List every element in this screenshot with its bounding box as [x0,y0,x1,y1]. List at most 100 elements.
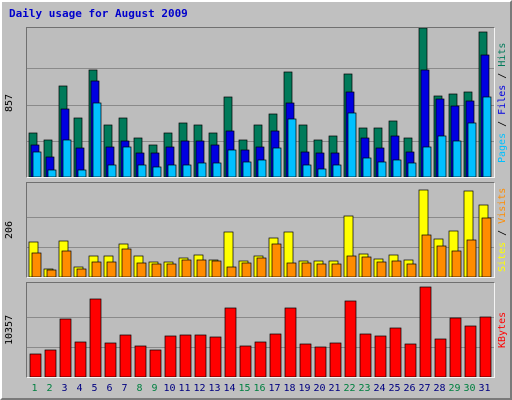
kbytes-bar [134,345,147,377]
pages-bar [242,161,252,177]
visits-bar [106,261,117,277]
kbytes-bar [209,336,222,377]
tick-label-day: 2 [46,383,53,394]
hits-panel-max-label: 857 [4,93,15,112]
pages-bar [137,164,147,177]
files-bar [195,140,205,177]
top-panel-legend: Pages / Files / Hits [497,27,512,178]
visits-bar [361,256,372,277]
pages-bar [317,168,327,177]
visits-bar [331,263,342,277]
kbytes-plot [27,286,494,377]
tick-label-day: 7 [121,383,128,394]
visits-bar [421,234,432,277]
legend-separator: / [497,66,508,85]
visits-sites-panel [26,182,495,278]
legend-separator: / [497,114,508,133]
visits-bar [301,262,312,277]
pages-bar [482,96,492,177]
visits-bar [76,268,87,277]
files-bar [105,146,115,177]
bottom-panel-legend: KBytes [497,282,512,378]
kbytes-bar [59,318,72,377]
tick-label-day: 12 [193,383,206,394]
tick-label-day: 15 [238,383,251,394]
kbytes-bar [149,349,162,377]
hits-files-pages-panel [26,27,495,178]
visits-bar [181,259,192,277]
pages-bar [272,147,282,177]
files-bar [360,137,370,177]
pages-bar [257,159,267,177]
kbytes-bar [239,345,252,377]
tick-label-day: 19 [298,383,311,394]
tick-label-day: 9 [151,383,158,394]
files-bar [210,144,220,177]
kbytes-bar [479,316,492,377]
kbytes-bar [329,342,342,377]
kbytes-bar [104,342,117,377]
visits-bar [136,262,147,277]
kbytes-bar [269,333,282,377]
pages-bar [392,159,402,177]
kbytes-bar [299,343,312,377]
tick-label-day: 3 [61,383,68,394]
visits-bar [226,266,237,277]
kbytes-bar [74,341,87,377]
tick-label-day: 8 [136,383,143,394]
kbytes-bar [284,307,297,377]
hits-files-pages-plot [27,28,494,177]
pages-bar [182,164,192,177]
kbytes-bar [389,327,402,377]
tick-label-day: 24 [373,383,386,394]
pages-bar [332,164,342,177]
pages-bar [452,140,462,177]
pages-bar [167,164,177,177]
pages-bar [32,151,42,177]
tick-label-day: 18 [283,383,296,394]
tick-label-day: 30 [463,383,476,394]
tick-label-day: 27 [418,383,431,394]
pages-bar [437,135,447,177]
visits-bar [151,263,162,277]
tick-label-day: 5 [91,383,98,394]
pages-bar [422,146,432,177]
tick-label-day: 14 [223,383,236,394]
files-bar [180,140,190,177]
hits-bar [73,117,83,177]
sites-bar [343,215,354,277]
files-bar [420,69,430,177]
visits-bar [121,248,132,277]
pages-bar [47,169,57,177]
kbytes-bar [194,334,207,377]
visits-bar [466,239,477,277]
tick-label-day: 16 [253,383,266,394]
visits-bar [316,263,327,277]
tick-label-day: 20 [313,383,326,394]
visits-bar [376,261,387,277]
kbytes-panel [26,282,495,378]
pages-bar [152,166,162,177]
kbytes-bar [179,334,192,377]
kbytes-panel-max-label: 10357 [4,314,15,346]
files-bar [75,147,85,177]
hits-bar [298,124,308,177]
tick-label-day: 4 [76,383,83,394]
pages-bar [302,164,312,177]
kbytes-bar [314,346,327,377]
tick-label-day: 22 [343,383,356,394]
middle-panel-legend: Sites / Visits [497,182,512,278]
kbytes-bar [434,338,447,377]
sites-bar [463,190,474,277]
kbytes-bar [374,335,387,377]
visits-bar [346,255,357,277]
pages-bar [227,149,237,177]
visits-bar [241,262,252,277]
legend-visits: Visits [497,187,508,224]
tick-label-day: 23 [358,383,371,394]
tick-label-day: 26 [403,383,416,394]
visits-bar [271,243,282,277]
kbytes-bar [119,334,132,377]
files-bar [390,135,400,177]
